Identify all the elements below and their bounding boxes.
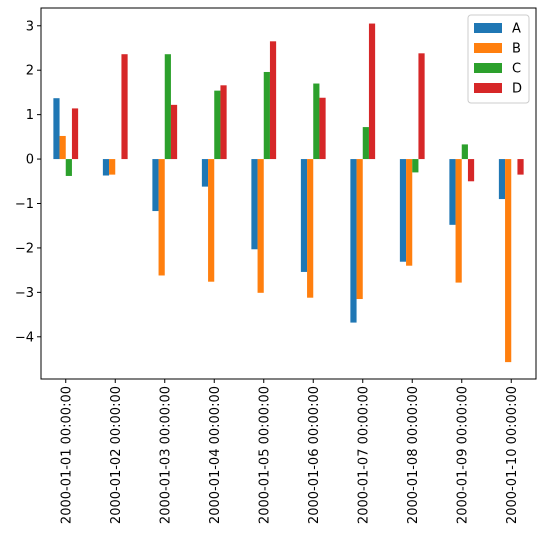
bar-C-5 (263, 71, 270, 160)
bar-A-10 (498, 159, 506, 200)
legend-label-D: D (512, 82, 522, 97)
y-tick-label: −2 (15, 241, 34, 256)
bar-A-3 (152, 159, 159, 212)
y-tick-label: 1 (26, 108, 34, 123)
y-tick-label: −4 (15, 330, 34, 345)
y-tick-label: 3 (26, 19, 34, 34)
legend-swatch-D (474, 83, 502, 93)
legend-swatch-B (474, 43, 502, 53)
bar-B-7 (356, 159, 363, 300)
legend-swatch-C (474, 63, 502, 73)
legend-label-C: C (512, 62, 521, 77)
legend-label-A: A (512, 22, 521, 37)
y-tick-label: 2 (26, 64, 34, 79)
bar-D-6 (319, 97, 326, 160)
x-axis: 2000-01-01 00:00:00 2000-01-02 00:00:00 20… (59, 379, 520, 524)
bar-B-4 (208, 159, 215, 282)
x-tick-label: 2000-01-05 00:00:00 (257, 386, 272, 524)
x-tick-label: 2000-01-01 00:00:00 (59, 386, 74, 524)
bar-C-4 (214, 90, 221, 160)
bar-B-9 (455, 159, 462, 283)
legend-label-B: B (512, 42, 521, 57)
bar-D-7 (368, 23, 376, 160)
bar-D-5 (269, 41, 277, 160)
bar-D-3 (170, 104, 178, 160)
x-tick-label: 2000-01-09 00:00:00 (455, 386, 470, 524)
bar-C-1 (65, 159, 72, 176)
y-tick-label: 0 (26, 153, 34, 168)
y-axis: 3 2 1 0 −1 −2 −3 −4 (15, 19, 41, 345)
bar-D-10 (517, 159, 524, 175)
bar-B-8 (406, 159, 413, 266)
x-tick-label: 2000-01-04 00:00:00 (208, 386, 223, 524)
bar-D-8 (418, 53, 425, 160)
x-tick-label: 2000-01-06 00:00:00 (307, 386, 322, 524)
bar-C-7 (362, 127, 369, 160)
x-tick-label: 2000-01-02 00:00:00 (109, 386, 124, 524)
axes-frame (40, 7, 537, 380)
bar-B-6 (307, 159, 314, 298)
bar-A-7 (350, 159, 357, 323)
legend-swatch-A (474, 23, 502, 33)
bar-A-2 (102, 159, 110, 176)
y-tick-label: −3 (15, 286, 34, 301)
x-tick-label: 2000-01-08 00:00:00 (406, 386, 421, 524)
x-tick-label: 2000-01-03 00:00:00 (158, 386, 173, 524)
legend-box (467, 14, 530, 104)
bar-A-4 (201, 159, 209, 187)
bar-B-5 (257, 159, 264, 293)
bar-B-10 (505, 159, 512, 363)
bar-A-1 (53, 98, 60, 160)
bar-D-1 (71, 108, 79, 160)
bars-layer (53, 23, 524, 363)
y-tick-label: −1 (15, 197, 34, 212)
bar-D-9 (467, 159, 475, 182)
bar-D-2 (121, 54, 128, 160)
bar-C-9 (461, 144, 468, 160)
bar-A-6 (300, 159, 308, 272)
bar-D-4 (220, 85, 227, 160)
bar-B-1 (59, 135, 66, 160)
bar-C-8 (412, 159, 419, 173)
x-tick-label: 2000-01-07 00:00:00 (356, 386, 371, 524)
bar-C-6 (313, 83, 320, 160)
bar-B-2 (109, 159, 116, 175)
bar-A-8 (399, 159, 407, 262)
x-tick-label: 2000-01-10 00:00:00 (505, 386, 520, 524)
bar-A-9 (449, 159, 456, 225)
bar-B-3 (158, 159, 165, 276)
bar-A-5 (251, 159, 258, 250)
bar-C-3 (164, 54, 171, 160)
